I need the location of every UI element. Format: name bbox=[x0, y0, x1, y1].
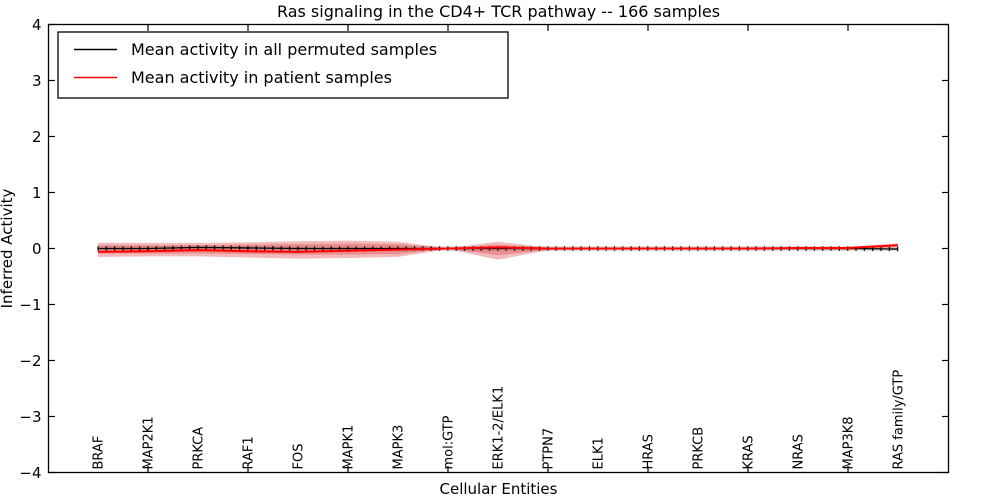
chart-title: Ras signaling in the CD4+ TCR pathway --… bbox=[277, 2, 720, 21]
x-category-label-ras-family-gtp: RAS family/GTP bbox=[892, 370, 907, 470]
x-category-labels: BRAF MAP2K1 PRKCA RAF1 FOS MAPK1 MAPK3 mol:GTP E… bbox=[92, 370, 907, 470]
y-tick-label: 1 bbox=[32, 184, 42, 202]
x-category-label-hras: HRAS bbox=[642, 434, 657, 469]
x-category-label-prkca: PRKCA bbox=[192, 427, 207, 470]
x-category-label-mapk1: MAPK1 bbox=[342, 425, 357, 470]
x-category-label-mapk3: MAPK3 bbox=[392, 425, 407, 470]
x-category-label-raf1: RAF1 bbox=[242, 436, 257, 469]
x-category-label-kras: KRAS bbox=[742, 435, 757, 469]
axis-ticks bbox=[48, 23, 949, 474]
legend-label-permuted: Mean activity in all permuted samples bbox=[131, 40, 437, 59]
y-tick-label: 4 bbox=[32, 16, 42, 34]
x-category-label-mol-gtp: mol:GTP bbox=[442, 415, 457, 469]
x-category-label-map2k1: MAP2K1 bbox=[142, 416, 157, 469]
x-category-label-ptpn7: PTPN7 bbox=[542, 428, 557, 470]
legend-box bbox=[57, 31, 509, 99]
y-tick-label: −1 bbox=[19, 296, 41, 314]
x-category-label-fos: FOS bbox=[292, 444, 307, 470]
y-tick-label: 0 bbox=[32, 240, 42, 258]
x-category-label-elk1: ELK1 bbox=[592, 437, 607, 469]
y-tick-label: −3 bbox=[19, 408, 41, 426]
x-category-label-braf: BRAF bbox=[92, 436, 107, 470]
legend-label-patient: Mean activity in patient samples bbox=[131, 68, 392, 87]
y-tick-label: 2 bbox=[32, 128, 42, 146]
patient-mean-line bbox=[97, 244, 899, 253]
y-tick-label: 3 bbox=[32, 72, 42, 90]
y-tick-label: −4 bbox=[19, 464, 41, 482]
legend: Mean activity in all permuted samples Mea… bbox=[57, 31, 509, 99]
x-category-label-erk1-2-elk1: ERK1-2/ELK1 bbox=[492, 386, 507, 470]
y-tick-label: −2 bbox=[19, 352, 41, 370]
y-tick-labels: 4 3 2 1 0 −1 −2 −3 −4 bbox=[19, 16, 41, 482]
x-category-label-nras: NRAS bbox=[792, 434, 807, 469]
x-category-label-prkcb: PRKCB bbox=[692, 427, 707, 470]
y-axis-label: Inferred Activity bbox=[0, 188, 16, 308]
x-axis-label: Cellular Entities bbox=[440, 480, 558, 498]
x-category-label-map3k8: MAP3K8 bbox=[842, 416, 857, 469]
